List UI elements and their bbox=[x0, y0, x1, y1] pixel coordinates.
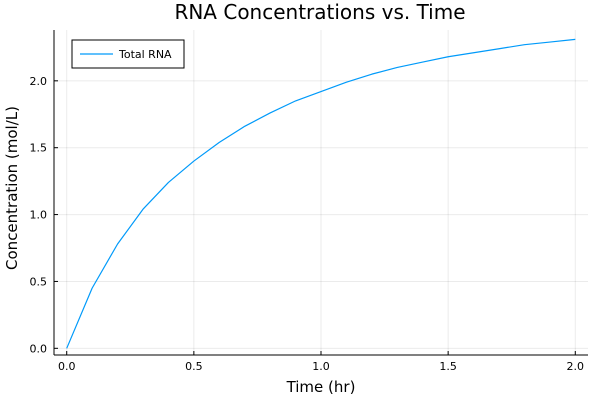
y-tick-label: 0.5 bbox=[30, 275, 48, 288]
series-line-total-rna bbox=[66, 38, 576, 349]
x-tick-label: 1.0 bbox=[312, 360, 330, 373]
x-ticks: 0.0 0.5 1.0 1.5 2.0 bbox=[58, 351, 584, 373]
y-tick-label: 2.0 bbox=[30, 75, 48, 88]
series-lines bbox=[66, 38, 576, 349]
y-axis-label: Concentration (mol/L) bbox=[3, 106, 21, 270]
y-tick-label: 1.0 bbox=[30, 209, 48, 222]
x-tick-label: 2.0 bbox=[567, 360, 585, 373]
grid bbox=[54, 30, 588, 355]
x-axis-label: Time (hr) bbox=[286, 378, 356, 396]
y-ticks: 0.0 0.5 1.0 1.5 2.0 bbox=[30, 75, 58, 355]
legend-label: Total RNA bbox=[118, 48, 172, 61]
x-tick-label: 0.0 bbox=[58, 360, 76, 373]
legend: Total RNA bbox=[71, 39, 185, 69]
y-tick-label: 1.5 bbox=[30, 142, 48, 155]
x-tick-label: 0.5 bbox=[185, 360, 203, 373]
y-tick-label: 0.0 bbox=[30, 342, 48, 355]
chart-title: RNA Concentrations vs. Time bbox=[174, 0, 465, 24]
x-tick-label: 1.5 bbox=[439, 360, 457, 373]
